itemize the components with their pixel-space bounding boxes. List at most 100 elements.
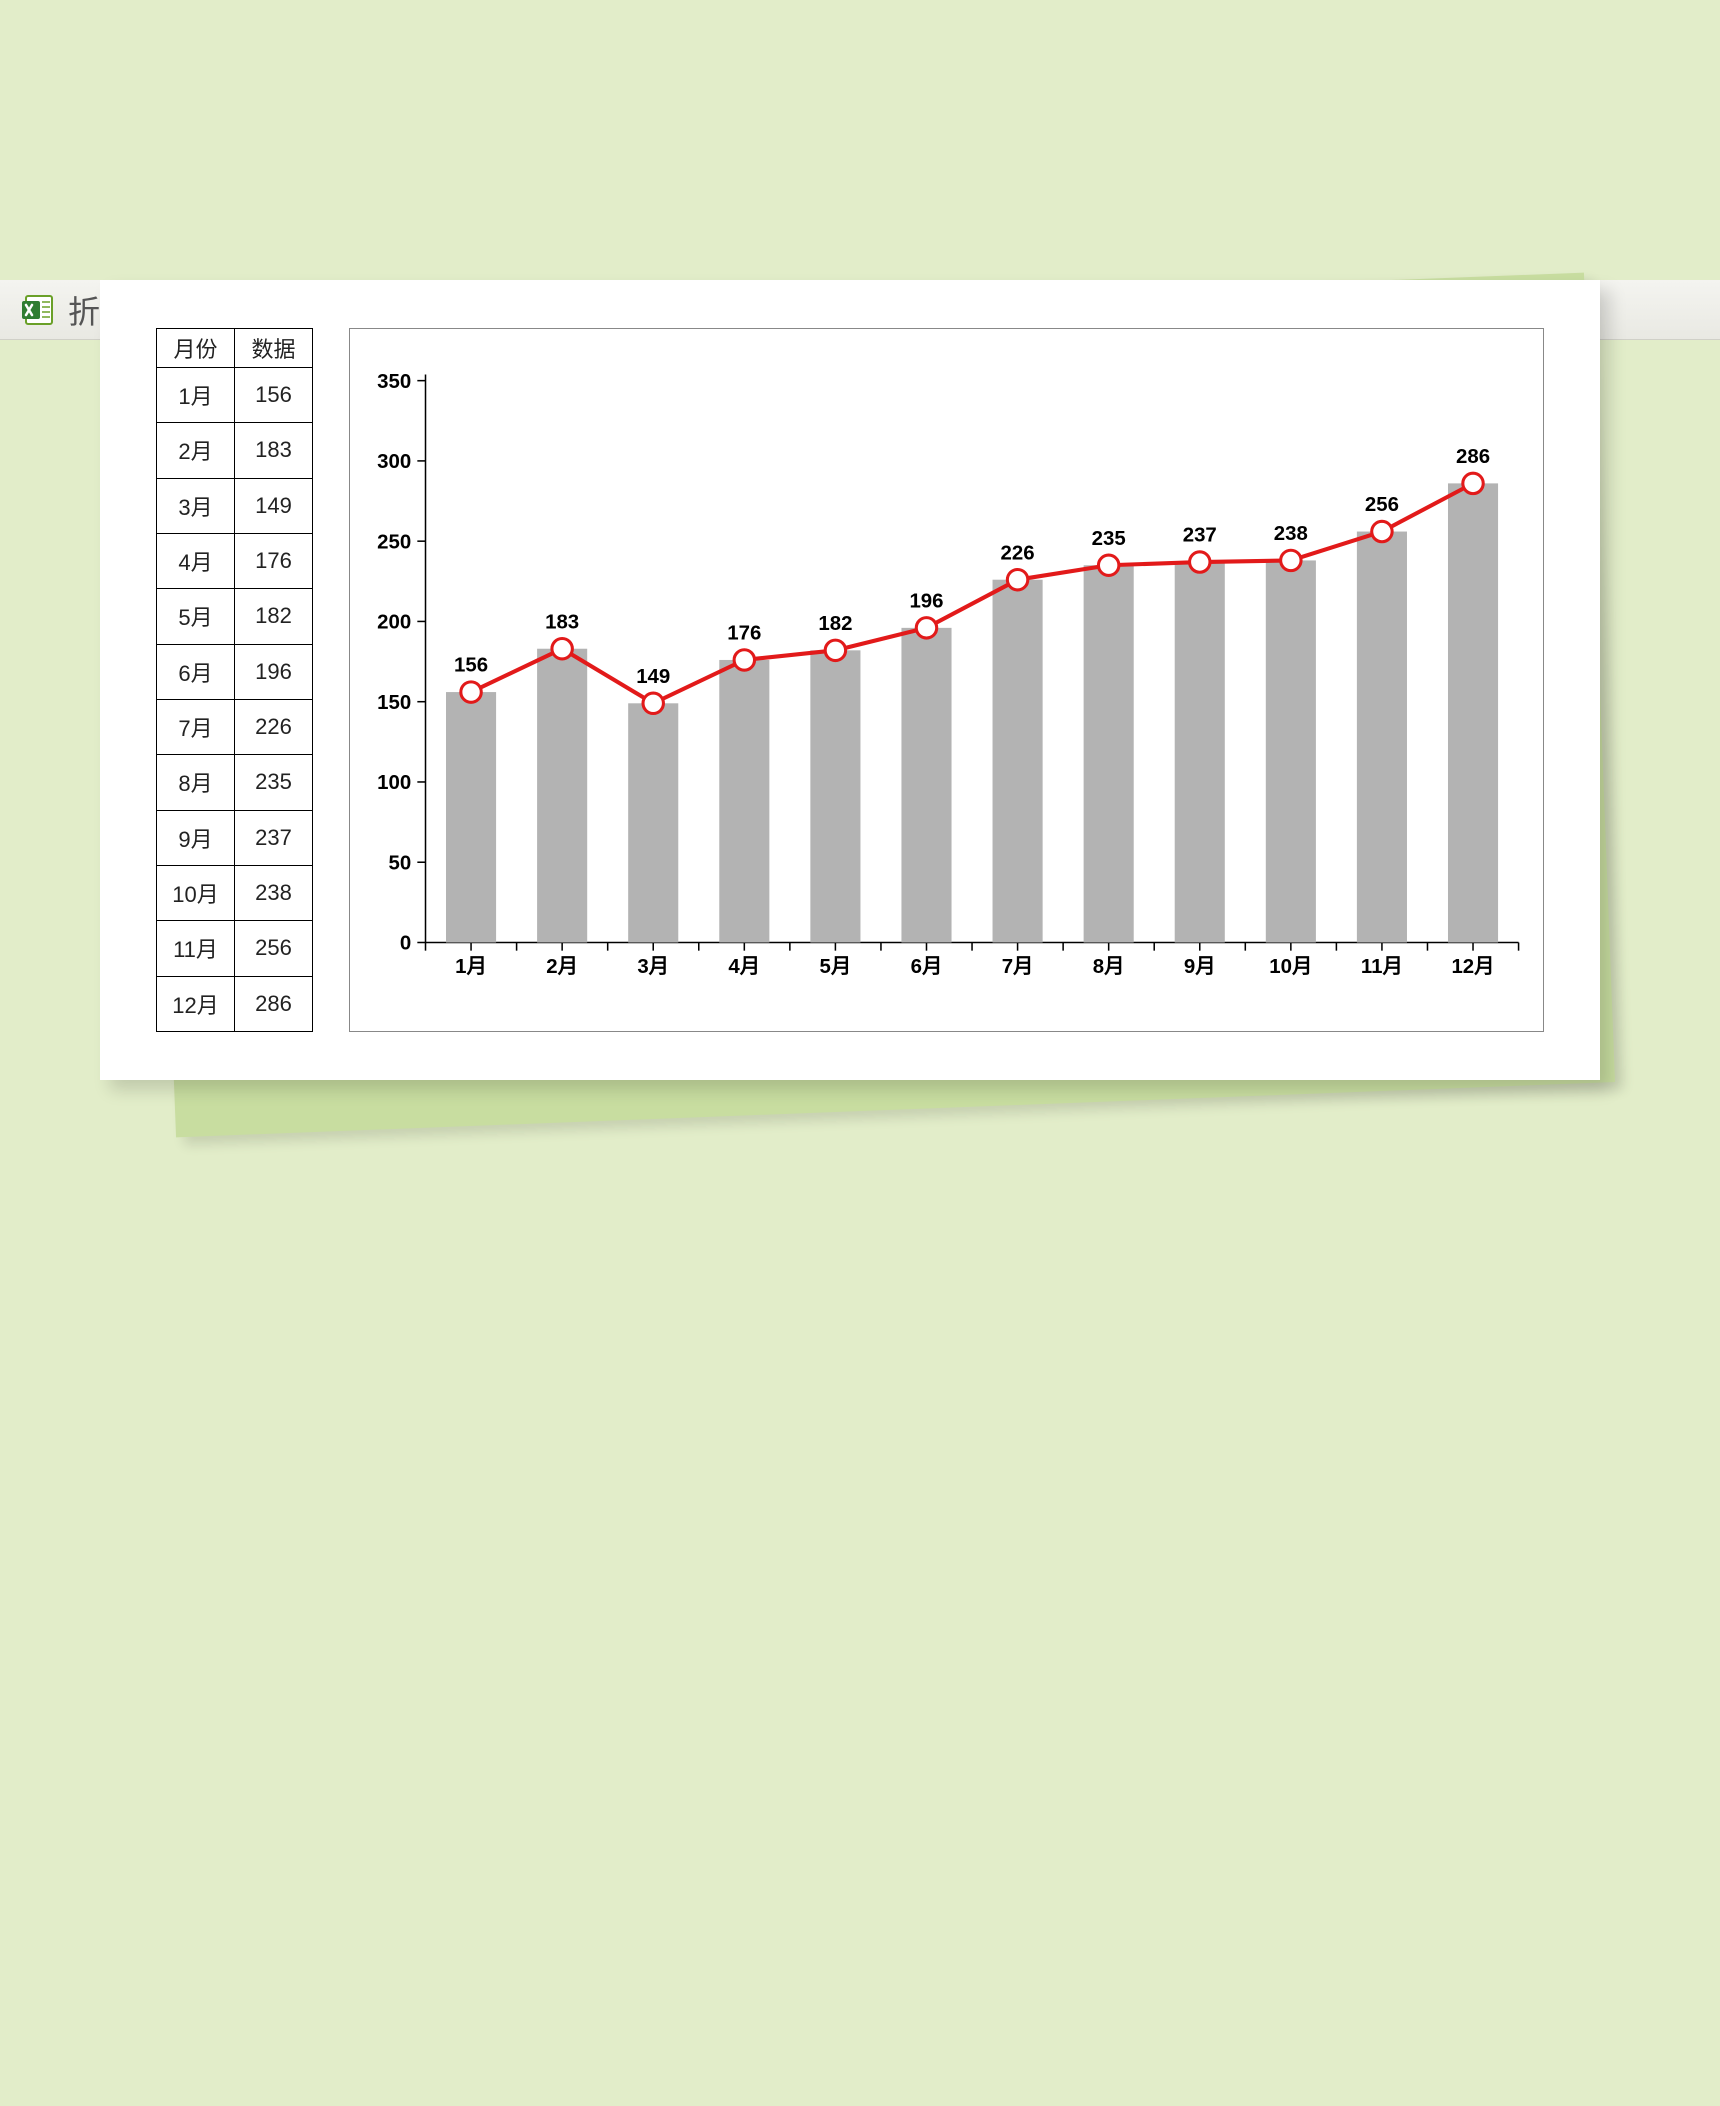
table-row: 6月196 bbox=[157, 644, 313, 699]
cell-month: 8月 bbox=[157, 755, 235, 810]
excel-icon bbox=[20, 292, 56, 328]
col-header-month: 月份 bbox=[157, 329, 235, 368]
line-marker bbox=[1007, 569, 1027, 589]
y-tick-label: 50 bbox=[388, 852, 411, 874]
cell-value: 149 bbox=[235, 478, 313, 533]
cell-value: 286 bbox=[235, 976, 313, 1031]
cell-month: 6月 bbox=[157, 644, 235, 699]
data-table: 月份 数据 1月1562月1833月1494月1765月1826月1967月22… bbox=[156, 328, 313, 1032]
cell-month: 4月 bbox=[157, 533, 235, 588]
data-label: 256 bbox=[1365, 494, 1399, 516]
data-label: 238 bbox=[1274, 523, 1308, 545]
cell-month: 11月 bbox=[157, 921, 235, 976]
data-label: 286 bbox=[1456, 446, 1490, 468]
line-marker bbox=[1372, 521, 1392, 541]
x-tick-label: 11月 bbox=[1361, 956, 1403, 978]
y-tick-label: 100 bbox=[377, 772, 411, 794]
line-marker bbox=[643, 693, 663, 713]
line-marker bbox=[825, 640, 845, 660]
table-row: 7月226 bbox=[157, 699, 313, 754]
cell-value: 256 bbox=[235, 921, 313, 976]
data-label: 183 bbox=[545, 611, 579, 633]
table-row: 12月286 bbox=[157, 976, 313, 1031]
x-tick-label: 2月 bbox=[546, 956, 578, 978]
bar bbox=[1084, 565, 1134, 942]
chart-container: 0501001502002503003501月2月3月4月5月6月7月8月9月1… bbox=[349, 328, 1544, 1032]
x-tick-label: 4月 bbox=[728, 956, 760, 978]
cell-value: 156 bbox=[235, 368, 313, 423]
data-label: 237 bbox=[1183, 525, 1217, 547]
cell-value: 176 bbox=[235, 533, 313, 588]
data-label: 156 bbox=[454, 655, 488, 677]
cell-month: 10月 bbox=[157, 865, 235, 920]
bar bbox=[993, 580, 1043, 943]
x-tick-label: 12月 bbox=[1451, 956, 1494, 978]
cell-month: 9月 bbox=[157, 810, 235, 865]
line-marker bbox=[1098, 555, 1118, 575]
front-card: 月份 数据 1月1562月1833月1494月1765月1826月1967月22… bbox=[100, 280, 1600, 1080]
bar bbox=[628, 703, 678, 942]
table-header-row: 月份 数据 bbox=[157, 329, 313, 368]
data-label: 196 bbox=[909, 590, 943, 612]
cell-value: 226 bbox=[235, 699, 313, 754]
x-tick-label: 5月 bbox=[820, 956, 852, 978]
bar bbox=[1175, 562, 1225, 942]
data-label: 176 bbox=[727, 623, 761, 645]
table-row: 3月149 bbox=[157, 478, 313, 533]
cell-month: 1月 bbox=[157, 368, 235, 423]
cell-value: 182 bbox=[235, 589, 313, 644]
bar bbox=[901, 628, 951, 943]
bar bbox=[810, 650, 860, 942]
x-tick-label: 8月 bbox=[1093, 956, 1125, 978]
bar bbox=[1266, 560, 1316, 942]
cell-value: 183 bbox=[235, 423, 313, 478]
line-marker bbox=[461, 682, 481, 702]
y-tick-label: 250 bbox=[377, 531, 411, 553]
table-row: 1月156 bbox=[157, 368, 313, 423]
line-marker bbox=[1463, 473, 1483, 493]
table-row: 10月238 bbox=[157, 865, 313, 920]
x-tick-label: 10月 bbox=[1269, 956, 1312, 978]
cell-value: 237 bbox=[235, 810, 313, 865]
bar bbox=[1448, 483, 1498, 942]
data-label: 235 bbox=[1092, 528, 1126, 550]
data-label: 182 bbox=[818, 613, 852, 635]
card-stage: 月份 数据 1月1562月1833月1494月1765月1826月1967月22… bbox=[100, 280, 1620, 1130]
x-tick-label: 3月 bbox=[637, 956, 669, 978]
cell-month: 12月 bbox=[157, 976, 235, 1031]
cell-month: 2月 bbox=[157, 423, 235, 478]
col-header-value: 数据 bbox=[235, 329, 313, 368]
line-marker bbox=[734, 650, 754, 670]
y-tick-label: 0 bbox=[400, 933, 411, 955]
line-marker bbox=[916, 618, 936, 638]
line-marker bbox=[1281, 550, 1301, 570]
table-row: 2月183 bbox=[157, 423, 313, 478]
table-row: 11月256 bbox=[157, 921, 313, 976]
table-row: 4月176 bbox=[157, 533, 313, 588]
line-marker bbox=[552, 639, 572, 659]
y-tick-label: 300 bbox=[377, 451, 411, 473]
bar bbox=[537, 649, 587, 943]
series-line bbox=[471, 483, 1473, 703]
x-tick-label: 9月 bbox=[1184, 956, 1216, 978]
cell-value: 238 bbox=[235, 865, 313, 920]
cell-value: 235 bbox=[235, 755, 313, 810]
bar bbox=[1357, 532, 1407, 943]
table-row: 9月237 bbox=[157, 810, 313, 865]
cell-month: 5月 bbox=[157, 589, 235, 644]
data-label: 149 bbox=[636, 666, 670, 688]
bar bbox=[446, 692, 496, 942]
data-label: 226 bbox=[1001, 542, 1035, 564]
cell-month: 7月 bbox=[157, 699, 235, 754]
combo-chart: 0501001502002503003501月2月3月4月5月6月7月8月9月1… bbox=[354, 337, 1539, 1027]
cell-month: 3月 bbox=[157, 478, 235, 533]
y-tick-label: 150 bbox=[377, 692, 411, 714]
x-tick-label: 6月 bbox=[911, 956, 943, 978]
cell-value: 196 bbox=[235, 644, 313, 699]
table-row: 8月235 bbox=[157, 755, 313, 810]
x-tick-label: 7月 bbox=[1002, 956, 1034, 978]
table-row: 5月182 bbox=[157, 589, 313, 644]
x-tick-label: 1月 bbox=[455, 956, 487, 978]
bar bbox=[719, 660, 769, 943]
y-tick-label: 350 bbox=[377, 371, 411, 393]
